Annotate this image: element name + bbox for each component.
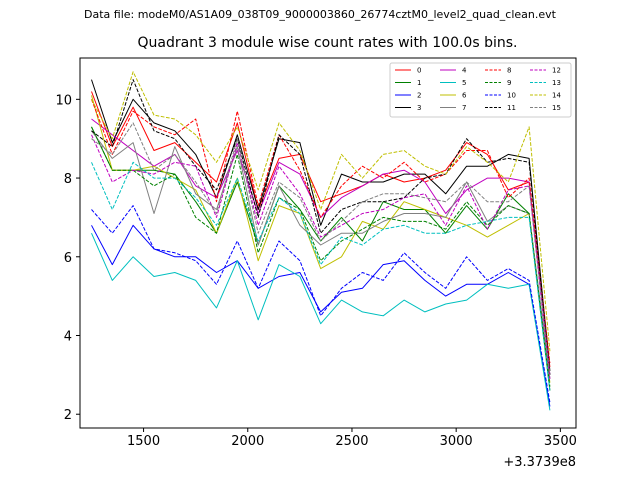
legend-label-11: 11 (507, 104, 516, 112)
legend-label-8: 8 (507, 67, 511, 75)
figure-suptitle: Data file: modeM0/AS1A09_038T09_90000038… (84, 8, 556, 21)
y-tick-label: 2 (64, 408, 72, 423)
axes-frame (79, 57, 577, 429)
x-tick-label: 2500 (335, 434, 368, 449)
x-axis: 1500 2000 2500 3000 3500 (127, 428, 577, 449)
series-line-12 (91, 134, 551, 379)
chart-title: Quadrant 3 module wise count rates with … (137, 35, 518, 51)
series-line-14 (91, 71, 551, 352)
legend-label-14: 14 (552, 92, 561, 100)
x-tick-label: 3000 (440, 434, 473, 449)
y-axis: 2 4 6 8 10 (55, 93, 80, 423)
legend-label-4: 4 (462, 67, 467, 75)
legend-label-2: 2 (417, 92, 421, 100)
legend-label-12: 12 (552, 67, 561, 75)
legend-label-9: 9 (507, 79, 511, 87)
legend-label-13: 13 (552, 79, 561, 87)
x-offset-label: +3.3739e8 (503, 455, 576, 470)
y-tick-label: 6 (64, 251, 72, 266)
series-line-5 (91, 232, 551, 411)
x-tick-label: 1500 (127, 434, 160, 449)
series-line-6 (91, 95, 551, 383)
legend-label-1: 1 (417, 79, 421, 87)
legend-frame (389, 62, 572, 118)
legend-label-10: 10 (507, 92, 516, 100)
series-line-7 (91, 130, 551, 379)
plot-lines (91, 71, 551, 411)
series-line-1 (91, 126, 551, 391)
legend-label-15: 15 (552, 104, 561, 112)
y-tick-label: 4 (64, 330, 72, 345)
series-line-13 (91, 161, 551, 391)
y-tick-label: 10 (55, 93, 72, 108)
x-tick-label: 3500 (544, 434, 577, 449)
legend-label-7: 7 (462, 104, 466, 112)
series-line-3 (91, 79, 551, 371)
series-line-0 (91, 91, 551, 368)
legend-label-6: 6 (462, 92, 467, 100)
y-tick-label: 8 (64, 172, 72, 187)
series-line-15 (91, 122, 551, 375)
legend-label-3: 3 (417, 104, 421, 112)
series-line-11 (91, 79, 551, 375)
legend-label-0: 0 (417, 67, 421, 75)
series-line-2 (91, 224, 551, 407)
series-line-10 (91, 205, 551, 403)
x-tick-label: 2000 (231, 434, 264, 449)
legend-label-5: 5 (462, 79, 466, 87)
series-line-8 (91, 99, 551, 364)
